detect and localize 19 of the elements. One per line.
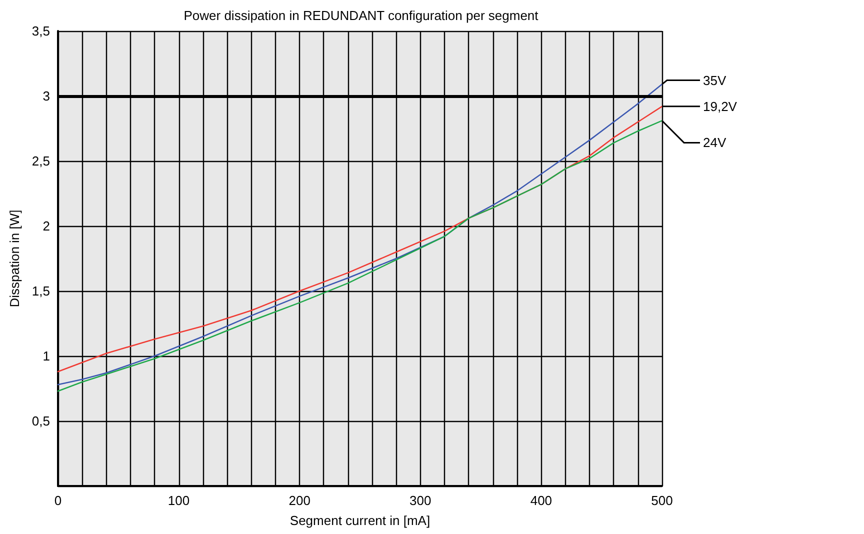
y-tick-label: 3 <box>42 88 50 104</box>
x-tick-label: 500 <box>651 493 673 508</box>
x-tick-label: 100 <box>168 493 190 508</box>
x-tick-label: 200 <box>288 493 310 508</box>
x-tick-label: 400 <box>530 493 552 508</box>
x-tick-label: 0 <box>54 493 62 508</box>
text: 35V <box>703 72 726 88</box>
y-tick-label: 2,5 <box>32 154 50 168</box>
x-tick-label: 300 <box>410 493 432 508</box>
x-axis-title: Segment current in [mA] <box>290 513 430 528</box>
text: 19,2V <box>703 98 738 114</box>
y-tick-label: 1 <box>42 348 50 364</box>
y-tick-label: 0,5 <box>32 414 50 428</box>
y-tick-label: 2 <box>42 218 50 234</box>
y-axis-title: Disspation in [W] <box>7 210 22 308</box>
y-tick-label: 3,5 <box>32 24 50 38</box>
y-tick-label: 1,5 <box>32 284 50 298</box>
text: 24V <box>703 135 726 150</box>
chart-title: Power dissipation in REDUNDANT configuration per segment <box>184 8 539 23</box>
